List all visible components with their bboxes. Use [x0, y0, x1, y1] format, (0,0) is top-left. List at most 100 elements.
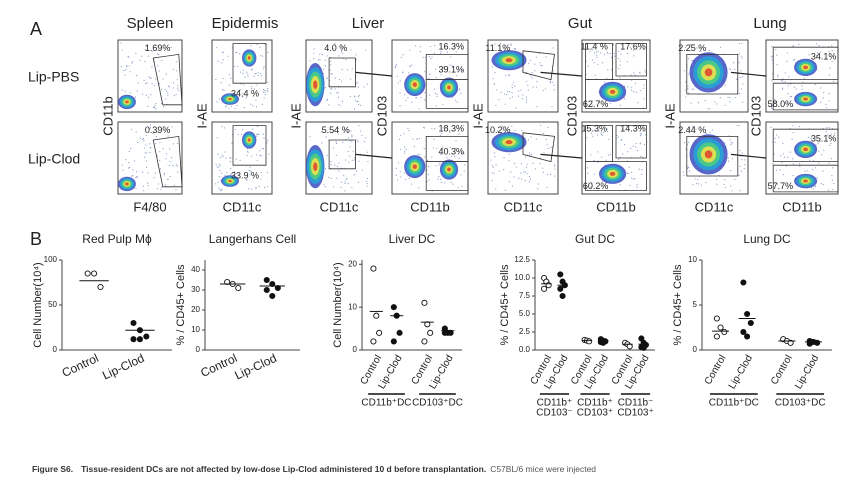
- event-dot: [262, 68, 265, 70]
- event-dot: [433, 128, 436, 130]
- data-point: [376, 329, 383, 336]
- event-dot: [617, 136, 620, 138]
- event-dot: [357, 141, 359, 143]
- x-axis-label: CD11b: [410, 199, 450, 214]
- category-label: Control: [198, 351, 239, 380]
- event-dot: [167, 92, 169, 94]
- event-dot: [732, 158, 734, 160]
- column-header: Epidermis: [212, 15, 279, 32]
- column-header: Lung: [753, 15, 786, 32]
- event-dot: [825, 103, 827, 106]
- event-dot: [222, 51, 224, 53]
- event-dot: [162, 148, 164, 150]
- event-dot: [630, 147, 632, 149]
- event-dot: [346, 131, 348, 133]
- event-dot: [267, 81, 269, 83]
- event-dot: [638, 168, 640, 170]
- event-dot: [683, 70, 686, 72]
- event-dot: [356, 100, 358, 103]
- event-dot: [142, 171, 144, 173]
- event-dot: [537, 188, 539, 190]
- density-plot: [490, 124, 556, 191]
- event-dot: [129, 71, 131, 73]
- event-dot: [771, 105, 773, 107]
- event-dot: [803, 77, 805, 79]
- event-dot: [461, 70, 464, 72]
- event-dot: [403, 152, 405, 154]
- event-dot: [435, 77, 437, 79]
- event-dot: [356, 82, 358, 84]
- event-dot: [351, 136, 353, 138]
- event-dot: [126, 66, 128, 68]
- event-dot: [503, 93, 506, 95]
- event-dot: [340, 186, 342, 188]
- event-dot: [738, 53, 740, 55]
- event-dot: [689, 43, 692, 45]
- event-dot: [246, 154, 248, 157]
- event-dot: [530, 153, 532, 156]
- event-dot: [618, 159, 620, 161]
- event-dot: [789, 95, 792, 97]
- y-tick-label: 50: [48, 300, 57, 309]
- group-label: CD103⁻: [536, 408, 572, 419]
- event-dot: [154, 44, 156, 46]
- event-dot: [159, 159, 161, 162]
- gate-percent: 35.1%: [811, 134, 837, 144]
- event-dot: [739, 77, 741, 79]
- data-point: [586, 338, 593, 345]
- gate-percent: 16.3%: [439, 42, 465, 52]
- event-dot: [259, 46, 261, 48]
- event-dot: [349, 95, 351, 98]
- event-dot: [261, 103, 263, 105]
- event-dot: [831, 174, 833, 177]
- event-dot: [131, 62, 133, 64]
- event-dot: [149, 127, 151, 129]
- event-dot: [729, 96, 731, 99]
- event-dot: [810, 137, 812, 139]
- event-dot: [514, 129, 516, 132]
- event-dot: [330, 163, 332, 166]
- density-plot: [584, 124, 648, 191]
- event-dot: [256, 133, 259, 135]
- gate-percent: 40.3%: [439, 147, 465, 157]
- event-dot: [591, 104, 593, 106]
- event-dot: [685, 96, 687, 98]
- event-dot: [405, 99, 407, 101]
- event-dot: [263, 66, 265, 68]
- event-dot: [319, 53, 321, 55]
- event-dot: [687, 88, 689, 90]
- category-label: Lip-Clod: [232, 351, 278, 383]
- data-point: [744, 310, 751, 318]
- event-dot: [236, 91, 239, 93]
- event-dot: [239, 71, 242, 73]
- event-dot: [539, 163, 541, 165]
- event-dot: [455, 147, 457, 149]
- event-dot: [330, 88, 332, 90]
- event-dot: [510, 43, 512, 45]
- event-dot: [539, 124, 542, 126]
- event-dot: [156, 188, 158, 190]
- event-dot: [262, 133, 264, 135]
- event-dot: [423, 127, 426, 129]
- event-dot: [245, 97, 247, 99]
- event-dot: [545, 56, 547, 58]
- event-dot: [440, 52, 442, 55]
- event-dot: [828, 100, 830, 102]
- event-dot: [554, 165, 556, 167]
- data-point: [721, 328, 728, 336]
- x-axis-label: CD11b: [596, 199, 636, 214]
- event-dot: [159, 83, 161, 85]
- event-dot: [264, 94, 266, 96]
- event-dot: [786, 60, 788, 62]
- event-dot: [355, 59, 357, 61]
- gate-percent: 2.44 %: [678, 125, 706, 135]
- event-dot: [774, 141, 776, 143]
- event-dot: [358, 160, 360, 162]
- event-dot: [219, 165, 221, 167]
- data-point: [390, 338, 397, 345]
- event-dot: [256, 135, 258, 137]
- event-dot: [165, 73, 167, 75]
- event-dot: [447, 66, 449, 69]
- event-dot: [438, 176, 440, 178]
- event-dot: [594, 52, 596, 54]
